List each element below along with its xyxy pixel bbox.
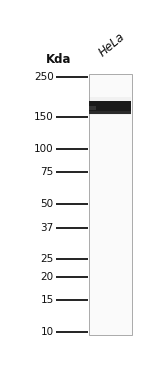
- Bar: [89, 101, 131, 114]
- Text: 25: 25: [40, 254, 54, 264]
- Text: 75: 75: [40, 167, 54, 177]
- Text: Kda: Kda: [46, 53, 71, 66]
- Bar: [89, 106, 96, 110]
- Text: 50: 50: [40, 199, 54, 209]
- Text: 37: 37: [40, 223, 54, 233]
- Text: 10: 10: [40, 327, 54, 337]
- Text: 20: 20: [40, 272, 54, 282]
- Bar: [88, 74, 132, 335]
- Text: HeLa: HeLa: [97, 30, 128, 59]
- Text: 250: 250: [34, 72, 54, 82]
- Text: 150: 150: [34, 112, 54, 122]
- Text: 15: 15: [40, 295, 54, 304]
- Bar: [89, 111, 131, 115]
- Text: 100: 100: [34, 144, 54, 154]
- Bar: [89, 97, 131, 101]
